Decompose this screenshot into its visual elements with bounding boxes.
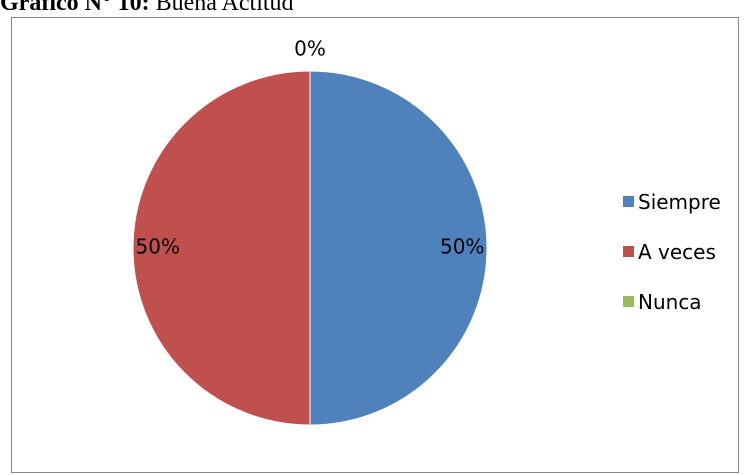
data-label-siempre: 50% (440, 235, 484, 259)
legend-swatch-siempre (623, 196, 634, 207)
legend-swatch-nunca (623, 296, 634, 307)
pie-slice-a-veces (132, 70, 311, 426)
legend-item-siempre: Siempre (623, 189, 721, 214)
pie-slice-siempre (309, 70, 488, 426)
caption-title: Buena Actitud (149, 0, 294, 16)
legend-swatch-a-veces (623, 246, 634, 257)
legend-label-nunca: Nunca (638, 289, 702, 314)
chart-caption: Gráfico N° 10: Buena Actitud (0, 0, 294, 17)
pie-chart: 50% 50% 0% (132, 37, 488, 426)
chart-area: 50% 50% 0% Siempre A veces Nunca (11, 17, 739, 473)
caption-number: Gráfico N° 10: (0, 0, 150, 16)
data-label-nunca: 0% (294, 37, 326, 61)
legend-item-a-veces: A veces (623, 239, 721, 264)
data-label-a-veces: 50% (136, 235, 180, 259)
legend-label-siempre: Siempre (638, 189, 721, 214)
legend-label-a-veces: A veces (638, 239, 716, 264)
legend: Siempre A veces Nunca (623, 189, 721, 339)
legend-item-nunca: Nunca (623, 289, 721, 314)
